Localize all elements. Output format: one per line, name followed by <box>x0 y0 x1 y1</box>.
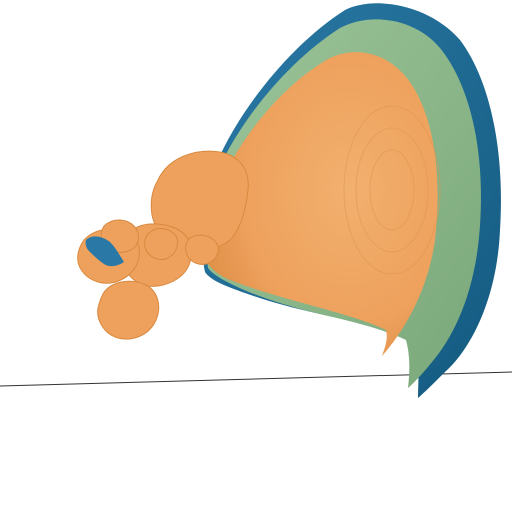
left-lumpy-structure <box>77 150 249 340</box>
small-blue-patch <box>85 236 124 267</box>
inner-surface <box>204 52 438 356</box>
inner-surface-rings <box>343 105 441 275</box>
